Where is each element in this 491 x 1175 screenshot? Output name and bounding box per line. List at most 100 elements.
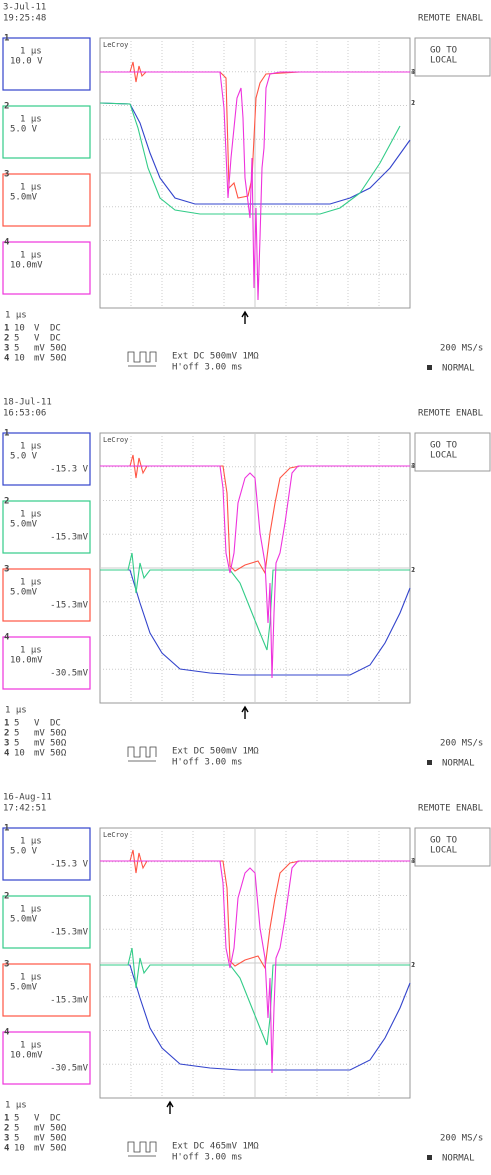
setting: mV	[34, 739, 45, 749]
mode-indicator	[427, 760, 432, 765]
mode: NORMAL	[442, 759, 475, 769]
time: 16:53:06	[3, 409, 46, 419]
timebase: 1 µs	[5, 1101, 27, 1111]
trigger-arrow	[242, 707, 248, 719]
channel-number: 1	[4, 429, 9, 439]
channel-number: 4	[4, 238, 10, 248]
channel-offset: -15.3mV	[50, 533, 89, 543]
brand: LeCroy	[103, 41, 128, 49]
setting: 5	[14, 739, 19, 749]
channel-number: 4	[4, 1028, 10, 1038]
setting: 5	[14, 1114, 19, 1124]
setting: DC	[50, 719, 61, 729]
date: 18-Jul-11	[3, 398, 52, 408]
channel-marker: 2	[411, 566, 415, 574]
channel-volts: 5.0mV	[10, 588, 38, 598]
channel-volts: 10.0mV	[10, 261, 43, 271]
channel-volts: 10.0mV	[10, 656, 43, 666]
setting: 4	[4, 354, 10, 364]
channel-timebase: 1 µs	[20, 837, 42, 847]
setting: mV	[34, 1144, 45, 1154]
setting: V	[34, 1114, 40, 1124]
channel-marker: 2	[411, 961, 415, 969]
channel-volts: 5.0 V	[10, 125, 38, 135]
setting: 5	[14, 344, 19, 354]
setting: 1	[4, 1114, 9, 1124]
setting: 5	[14, 729, 19, 739]
channel-offset: -15.3 V	[50, 860, 89, 870]
channel-timebase: 1 µs	[20, 905, 42, 915]
channel-timebase: 1 µs	[20, 115, 42, 125]
timebase: 1 µs	[5, 706, 27, 716]
status: REMOTE ENABL	[418, 804, 483, 814]
setting: mV	[34, 729, 45, 739]
setting: 10	[14, 354, 25, 364]
setting: 10	[14, 1144, 25, 1154]
setting: 5	[14, 1134, 19, 1144]
channel-offset: -30.5mV	[50, 1064, 89, 1074]
channel-offset: -15.3 V	[50, 465, 89, 475]
setting: 50Ω	[50, 354, 67, 364]
button-label: GO TO	[430, 441, 457, 451]
channel-timebase: 1 µs	[20, 251, 42, 261]
channel-volts: 5.0mV	[10, 983, 38, 993]
setting: 10	[14, 749, 25, 759]
setting: 4	[4, 1144, 10, 1154]
setting: 10	[14, 324, 25, 334]
mode: NORMAL	[442, 364, 475, 374]
channel-number: 3	[4, 565, 9, 575]
waveform	[100, 103, 400, 214]
trigger-holdoff: H'off 3.00 ms	[172, 363, 242, 373]
brand: LeCroy	[103, 436, 128, 444]
date: 3-Jul-11	[3, 3, 46, 13]
channel-number: 2	[4, 892, 9, 902]
setting: mV	[34, 1124, 45, 1134]
setting: 3	[4, 1134, 9, 1144]
trigger-arrow	[167, 1102, 173, 1114]
screenshot: 3-Jul-1119:25:4811 µs10.0 V21 µs5.0 V31 …	[0, 0, 491, 1171]
setting: V	[34, 324, 40, 334]
channel-number: 1	[4, 824, 9, 834]
setting: V	[34, 719, 40, 729]
time: 17:42:51	[3, 804, 46, 814]
channel-timebase: 1 µs	[20, 646, 42, 656]
setting: 3	[4, 739, 9, 749]
setting: 50Ω	[50, 739, 67, 749]
setting: 50Ω	[50, 1134, 67, 1144]
setting: mV	[34, 749, 45, 759]
channel-timebase: 1 µs	[20, 47, 42, 57]
channel-volts: 5.0mV	[10, 520, 38, 530]
setting: 2	[4, 1124, 9, 1134]
setting: DC	[50, 1114, 61, 1124]
setting: mV	[34, 354, 45, 364]
mode-indicator	[427, 1155, 432, 1160]
button-label: LOCAL	[430, 56, 457, 66]
sample-rate: 200 MS/s	[440, 1134, 483, 1144]
setting: 5	[14, 719, 19, 729]
channel-timebase: 1 µs	[20, 1041, 42, 1051]
channel-offset: -15.3mV	[50, 601, 89, 611]
trigger-icon	[128, 352, 156, 366]
trigger-holdoff: H'off 3.00 ms	[172, 758, 242, 768]
channel-volts: 5.0mV	[10, 915, 38, 925]
status: REMOTE ENABL	[418, 409, 483, 419]
date: 16-Aug-11	[3, 793, 52, 803]
channel-marker: 2	[411, 99, 415, 107]
trigger-source: Ext DC 465mV 1MΩ	[172, 1142, 259, 1152]
channel-number: 2	[4, 497, 9, 507]
time: 19:25:48	[3, 14, 46, 24]
setting: mV	[34, 1134, 45, 1144]
setting: 50Ω	[50, 344, 67, 354]
setting: 2	[4, 729, 9, 739]
channel-volts: 5.0mV	[10, 193, 38, 203]
mode-indicator	[427, 365, 432, 370]
button-label: LOCAL	[430, 846, 457, 856]
button-label: LOCAL	[430, 451, 457, 461]
trigger-icon	[128, 1142, 156, 1156]
channel-volts: 5.0 V	[10, 847, 38, 857]
trigger-icon	[128, 747, 156, 761]
setting: 3	[4, 344, 9, 354]
setting: 4	[4, 749, 10, 759]
button-label: GO TO	[430, 46, 457, 56]
